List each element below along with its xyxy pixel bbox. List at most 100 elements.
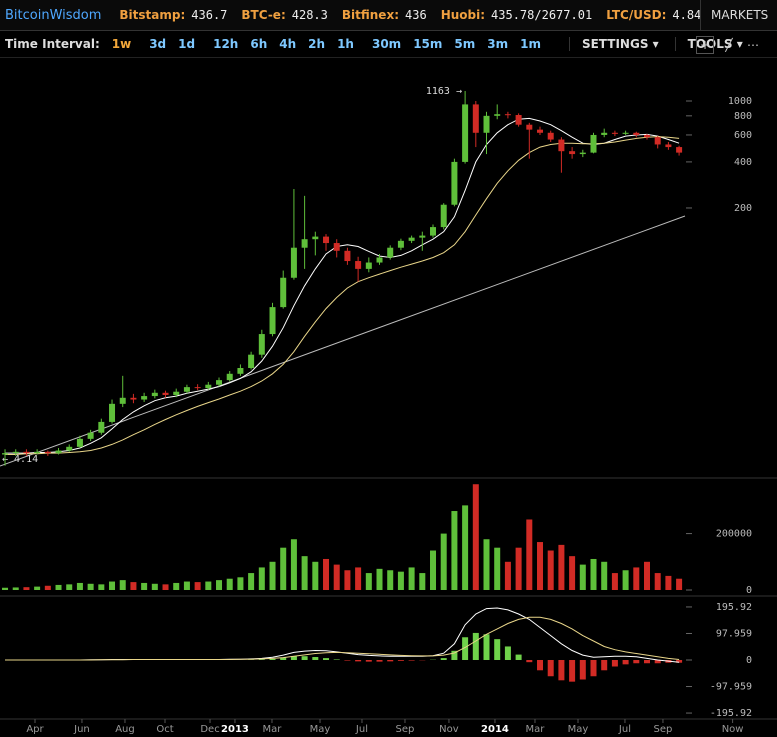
candle-body	[676, 147, 683, 153]
volume-bar	[23, 587, 30, 590]
volume-bar	[622, 570, 629, 590]
candle-body	[290, 247, 297, 278]
candle-body	[216, 380, 223, 385]
candle-body	[173, 391, 180, 395]
candle-body	[483, 115, 490, 133]
macd-bar	[494, 639, 501, 661]
macd-bar	[365, 660, 372, 662]
volume-bar	[547, 550, 554, 590]
candle-body	[665, 144, 672, 148]
markets-menu[interactable]: MARKETS	[700, 0, 768, 31]
volume-bar	[333, 564, 340, 590]
indicator-line	[5, 607, 680, 663]
candle-body	[258, 334, 265, 355]
high-annotation: 1163 →	[426, 86, 462, 97]
interval-button[interactable]: 15m	[413, 37, 443, 51]
volume-bar	[676, 578, 683, 590]
x-tick-label: 2013	[221, 724, 249, 735]
macd-bar	[622, 660, 629, 665]
macd-bar	[312, 657, 319, 661]
candle-body	[569, 151, 576, 155]
interval-button[interactable]: 5m	[454, 37, 476, 51]
volume-bar	[451, 511, 458, 590]
macd-bar	[258, 659, 265, 661]
intervals: 1w 3d 1d 12h 6h 4h 2h 1h 30m 15m 5m 3m 1m	[112, 37, 553, 51]
interval-button[interactable]: 12h	[213, 37, 239, 51]
ticker-name[interactable]: Bitstamp:	[119, 8, 186, 22]
interval-label: Time Interval:	[5, 37, 100, 51]
macd-bar	[323, 658, 330, 661]
volume-bar	[537, 542, 544, 590]
volume-bar	[205, 581, 212, 590]
macd-bar	[526, 660, 533, 663]
volume-bar	[579, 564, 586, 590]
volume-bar	[462, 505, 469, 590]
macd-bar	[355, 660, 362, 662]
tools-menu[interactable]: TOOLS ▾	[674, 37, 743, 51]
interval-button[interactable]: 1m	[520, 37, 541, 51]
candle-body	[76, 438, 83, 447]
y-tick-label: 97.959	[716, 628, 752, 639]
macd-bar	[644, 660, 651, 664]
candle-body	[194, 387, 201, 389]
candle-body	[162, 392, 169, 395]
y-tick-label: -97.959	[710, 682, 752, 693]
macd-bar	[601, 660, 608, 671]
macd-bar	[387, 660, 394, 662]
volume-bar	[633, 567, 640, 590]
volume-bar	[526, 519, 533, 590]
volume-bar	[258, 567, 265, 590]
volume-bar	[344, 570, 351, 590]
macd-bar	[408, 660, 415, 661]
volume-bar	[226, 578, 233, 590]
brand[interactable]: BitcoinWisdom	[5, 7, 102, 23]
candle-body	[226, 373, 233, 381]
interval-button[interactable]: 6h	[250, 37, 268, 51]
interval-button[interactable]: 4h	[279, 37, 297, 51]
y-tick-label: 0	[746, 585, 752, 596]
interval-button[interactable]: 1d	[178, 37, 196, 51]
candle-body	[611, 132, 618, 134]
candle-body	[248, 354, 255, 369]
ticker-name[interactable]: Bitfinex:	[341, 8, 399, 22]
candle-body	[504, 114, 511, 116]
candle-body	[237, 368, 244, 374]
tickers: Bitstamp: 436.7 BTC-e: 428.3 Bitfinex: 436 Huo…	[119, 8, 715, 22]
ticker-name[interactable]: Huobi:	[440, 8, 486, 22]
macd-bar	[290, 656, 297, 661]
candle-body	[579, 152, 586, 155]
candle-body	[654, 137, 661, 145]
volume-bar	[365, 573, 372, 590]
candle-body	[23, 451, 30, 454]
header: BitcoinWisdom Bitstamp: 436.7 BTC-e: 428.3 B…	[0, 0, 777, 31]
candle-body	[430, 227, 437, 236]
draw-tool[interactable]: ⋯	[747, 38, 759, 52]
candle-body	[183, 387, 190, 392]
interval-button[interactable]: 1h	[337, 37, 354, 51]
crosshair-tool[interactable]: +	[696, 36, 714, 54]
candle-body	[109, 403, 116, 422]
interval-button[interactable]: 1w	[111, 37, 132, 51]
macd-bar	[301, 656, 308, 661]
macd-bar	[547, 660, 554, 677]
candle-body	[462, 104, 469, 162]
y-tick-label: -195.92	[710, 708, 752, 719]
candle-body	[151, 392, 158, 397]
interval-button[interactable]: 2h	[308, 37, 326, 51]
settings-menu[interactable]: SETTINGS ▾	[568, 37, 659, 51]
ticker-name[interactable]: LTC/USD:	[606, 8, 667, 22]
x-tick-label: Nov	[439, 724, 459, 735]
volume-bar	[248, 573, 255, 590]
x-tick-label: May	[568, 724, 589, 735]
volume-bar	[472, 484, 479, 590]
interval-button[interactable]: 3d	[149, 37, 167, 51]
macd-bar	[344, 660, 351, 661]
macd-bar	[611, 660, 618, 667]
macd-bar	[397, 660, 404, 661]
interval-button[interactable]: 30m	[371, 37, 402, 51]
line-tool[interactable]: ╱	[725, 38, 733, 52]
candle-body	[130, 397, 137, 400]
interval-button[interactable]: 3m	[487, 37, 509, 51]
ticker-name[interactable]: BTC-e:	[241, 8, 286, 22]
macd-bar	[504, 646, 511, 661]
